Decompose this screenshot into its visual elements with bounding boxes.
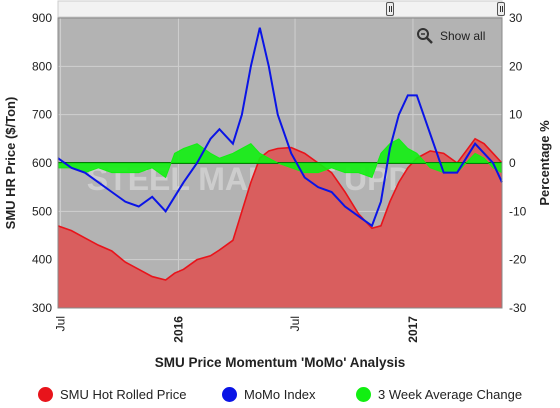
legend-marker-3week [356,386,371,402]
legend-label-hot-rolled: SMU Hot Rolled Price [60,386,187,402]
range-handle-right[interactable] [497,2,505,16]
plot-border [57,17,503,309]
y-left-tick-label: 700 [32,108,52,122]
y-right-tick-label: 20 [509,59,523,73]
y-left-tick-label: 500 [32,204,52,218]
range-navigator [57,0,503,18]
y-right-axis-title: Percentage % [537,120,552,206]
x-tick-label: Jul [54,316,68,331]
show-all-button[interactable]: Show all [416,26,485,46]
show-all-label: Show all [440,29,486,43]
x-tick-label: 2017 [406,316,420,343]
y-right-tick-label: -20 [509,253,527,267]
legend-item-3week[interactable]: 3 Week Average Change [356,384,522,404]
y-right-tick-label: 30 [509,11,523,25]
chart-area: STEEL MARKET UPDATE300400500600700800900… [3,0,552,343]
y-left-axis-title: SMU HR Price ($/Ton) [3,97,18,230]
y-right-tick-label: -30 [509,301,527,315]
legend-item-momo[interactable]: MoMo Index [222,384,316,404]
legend-marker-hot-rolled [38,386,53,402]
y-left-tick-label: 600 [32,156,52,170]
x-tick-label: Jul [288,316,302,331]
y-left-tick-label: 400 [32,253,52,267]
y-left-tick-label: 900 [32,11,52,25]
legend-label-momo: MoMo Index [244,386,316,402]
y-left-tick-label: 800 [32,59,52,73]
magnifier-icon [417,28,433,44]
x-axis-title: SMU Price Momentum 'MoMo' Analysis [154,355,406,370]
momo-index-line [57,27,503,228]
legend-item-hot-rolled[interactable]: SMU Hot Rolled Price [38,384,186,404]
x-tick-label: 2016 [171,316,185,343]
y-right-tick-label: 10 [509,108,523,122]
legend: SMU Hot Rolled Price MoMo Index 3 Week A… [0,384,560,408]
hot-rolled-area [58,138,502,308]
legend-marker-momo [222,386,237,402]
range-handle-left[interactable] [386,2,394,16]
y-left-tick-label: 300 [32,301,52,315]
y-right-tick-label: 0 [509,156,516,170]
legend-label-3week: 3 Week Average Change [378,386,523,402]
y-right-tick-label: -10 [509,204,527,218]
